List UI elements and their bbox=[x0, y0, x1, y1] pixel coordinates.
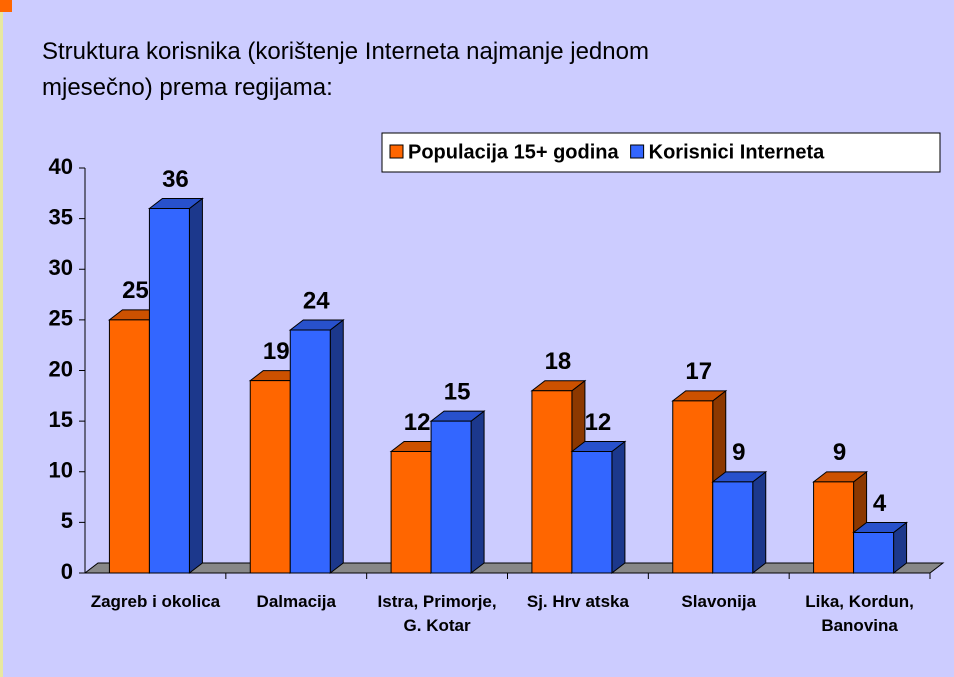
legend-swatch bbox=[630, 144, 645, 159]
data-label: 9 bbox=[732, 439, 745, 466]
x-tick-label: Sj. Hrv atska bbox=[526, 592, 629, 611]
data-label: 9 bbox=[833, 439, 846, 466]
data-label: 15 bbox=[444, 378, 471, 405]
chart-title: Struktura korisnika (korištenje Internet… bbox=[42, 38, 649, 65]
data-label: 17 bbox=[685, 358, 712, 385]
y-tick-label: 10 bbox=[49, 458, 73, 483]
data-label: 19 bbox=[263, 338, 290, 365]
bar bbox=[148, 208, 190, 574]
bar-side bbox=[329, 318, 344, 575]
x-tick-label: Zagreb i okolica bbox=[90, 592, 221, 611]
legend-swatch bbox=[389, 144, 404, 159]
y-tick-label: 35 bbox=[49, 204, 73, 229]
data-label: 12 bbox=[404, 409, 431, 436]
data-label: 25 bbox=[122, 277, 149, 304]
bar bbox=[108, 319, 150, 574]
bar-side bbox=[611, 440, 626, 575]
data-label: 4 bbox=[873, 490, 887, 517]
data-label: 18 bbox=[545, 348, 572, 375]
y-tick-label: 0 bbox=[61, 559, 73, 584]
corner-mark bbox=[0, 0, 12, 12]
bar bbox=[853, 532, 895, 574]
x-tick-label: Istra, Primorje, G. Kotar bbox=[377, 592, 497, 635]
y-tick-label: 15 bbox=[49, 407, 73, 432]
bar bbox=[813, 481, 855, 574]
bar-side bbox=[188, 197, 203, 575]
chart-title: mjesečno) prema regijama: bbox=[42, 74, 333, 101]
left-border bbox=[0, 12, 3, 677]
y-tick-label: 5 bbox=[61, 508, 73, 533]
bar-side bbox=[470, 410, 485, 575]
bar bbox=[571, 451, 613, 574]
data-label: 12 bbox=[585, 409, 612, 436]
y-tick-label: 25 bbox=[49, 306, 73, 331]
bar bbox=[289, 329, 331, 574]
bar bbox=[672, 400, 714, 574]
data-label: 36 bbox=[162, 166, 189, 193]
x-tick-label: Lika, Kordun, Banovina bbox=[805, 592, 914, 635]
x-tick-label: Slavonija bbox=[681, 592, 757, 611]
bar bbox=[430, 420, 472, 574]
legend-box bbox=[381, 132, 941, 173]
legend-label: Populacija 15+ godina bbox=[408, 141, 619, 163]
bar-side bbox=[752, 470, 767, 575]
y-tick-label: 40 bbox=[49, 154, 73, 179]
data-label: 24 bbox=[303, 287, 330, 314]
bar bbox=[390, 451, 432, 574]
bar bbox=[531, 390, 573, 574]
x-tick-label: Dalmacija bbox=[256, 592, 336, 611]
legend-label: Korisnici Interneta bbox=[649, 141, 825, 163]
y-tick-label: 20 bbox=[49, 356, 73, 381]
y-tick-label: 30 bbox=[49, 255, 73, 280]
bar bbox=[712, 481, 754, 574]
bar bbox=[249, 380, 291, 574]
